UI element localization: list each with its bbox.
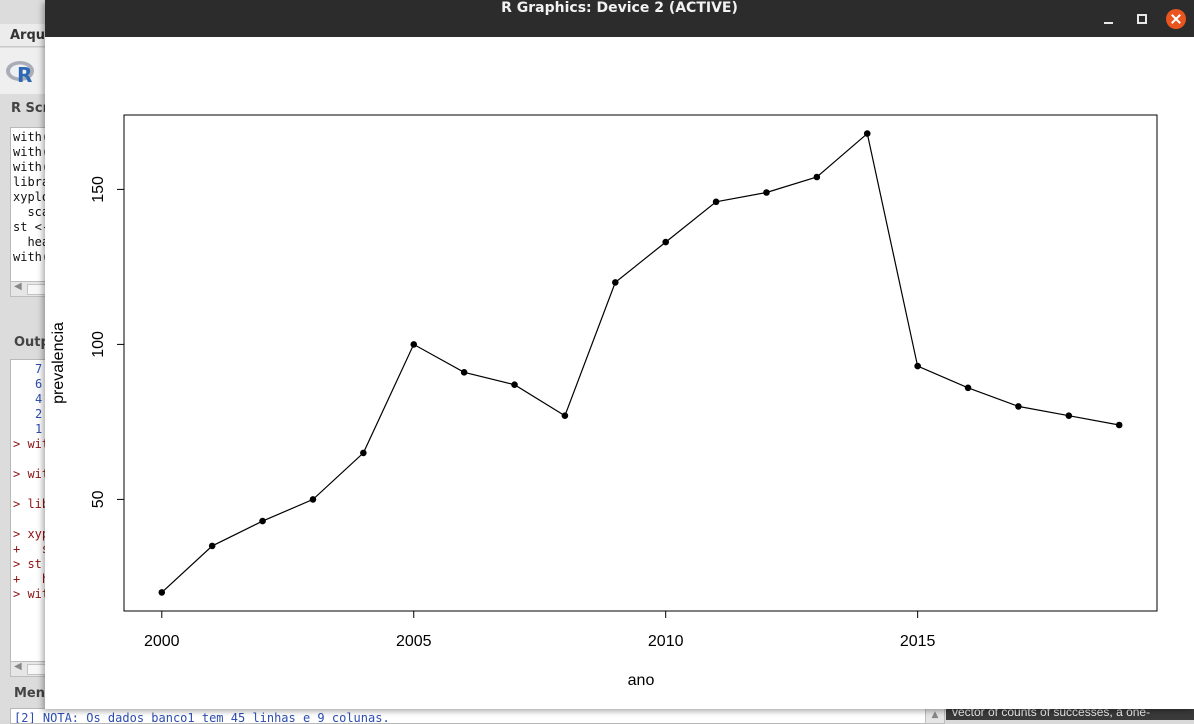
y-axis-label: prevalencia: [50, 322, 67, 404]
maximize-icon[interactable]: [1132, 9, 1152, 29]
data-point: [208, 542, 216, 550]
titlebar[interactable]: R Graphics: Device 2 (ACTIVE): [45, 0, 1194, 37]
x-tick-label: 2005: [396, 633, 432, 650]
x-tick-label: 2000: [144, 633, 180, 650]
messages-panel-label: Mens: [14, 686, 53, 701]
y-tick-label: 50: [90, 490, 107, 508]
plot-box: [123, 114, 1158, 612]
data-point: [158, 589, 166, 596]
script-line: with(: [13, 130, 50, 144]
data-point: [1065, 412, 1073, 420]
data-point: [612, 279, 619, 286]
output-panel-label: Outp: [14, 335, 50, 350]
data-point: [410, 341, 418, 348]
output-line: 4: [35, 392, 43, 406]
r-logo-icon: R: [6, 61, 34, 86]
data-point: [863, 130, 871, 137]
x-tick-label: 2015: [900, 633, 936, 650]
scroll-up-icon[interactable]: ▲: [925, 708, 945, 724]
x-axis-label: ano: [628, 672, 655, 689]
output-command-line: > wit: [13, 437, 50, 451]
x-tick-label: 2010: [648, 633, 684, 650]
data-point: [813, 173, 821, 181]
y-tick-label: 150: [90, 176, 107, 203]
script-line: xyplo: [13, 190, 50, 204]
output-command-line: > lib: [13, 497, 50, 511]
y-tick-label: 100: [90, 331, 107, 358]
script-panel-label: R Scri: [11, 101, 54, 116]
data-point: [1015, 403, 1022, 410]
data-point: [561, 412, 569, 420]
window-title: R Graphics: Device 2 (ACTIVE): [501, 0, 738, 16]
output-line: 2: [35, 407, 43, 421]
data-point: [259, 517, 266, 525]
close-icon[interactable]: [1166, 9, 1186, 29]
script-line: with(: [13, 250, 50, 264]
data-point: [964, 384, 972, 392]
minimize-icon[interactable]: [1099, 9, 1119, 29]
script-line: sca: [13, 205, 50, 219]
script-line: with(: [13, 160, 50, 174]
script-line: with(: [13, 145, 50, 159]
script-line: hea: [13, 235, 50, 249]
line-chart: 2000 2005 2010 2015 50 100 150 ano prevalenci…: [50, 114, 1158, 689]
data-point: [914, 362, 921, 370]
menu-arquivo[interactable]: Arqui: [10, 28, 50, 43]
script-line: libra: [13, 175, 50, 189]
x-axis: 2000 2005 2010 2015: [144, 610, 936, 650]
output-line: 6: [35, 377, 43, 391]
data-point: [460, 369, 468, 376]
output-command-line: > wit: [13, 587, 50, 601]
data-point: [763, 189, 770, 196]
y-axis: 50 100 150: [90, 176, 125, 508]
output-command-line: > wit: [13, 467, 50, 481]
output-line: 1: [35, 422, 43, 436]
messages-panel: [2] NOTA: Os dados banco1 tem 45 linhas …: [10, 708, 935, 724]
script-editor[interactable]: with(with(with(libra xyplo sca st <- hea wi…: [10, 127, 62, 285]
graphics-window: R Graphics: Device 2 (ACTIVE) 2000 2005 20…: [45, 0, 1194, 709]
output-line: 7: [35, 362, 43, 376]
data-points: [158, 130, 1123, 596]
data-point: [1115, 421, 1123, 429]
svg-text:R: R: [17, 63, 32, 86]
series-line: [161, 132, 1120, 593]
data-point: [712, 198, 720, 206]
data-point: [511, 381, 518, 389]
data-point: [309, 496, 317, 503]
data-point: [360, 449, 367, 457]
data-point: [662, 238, 669, 246]
